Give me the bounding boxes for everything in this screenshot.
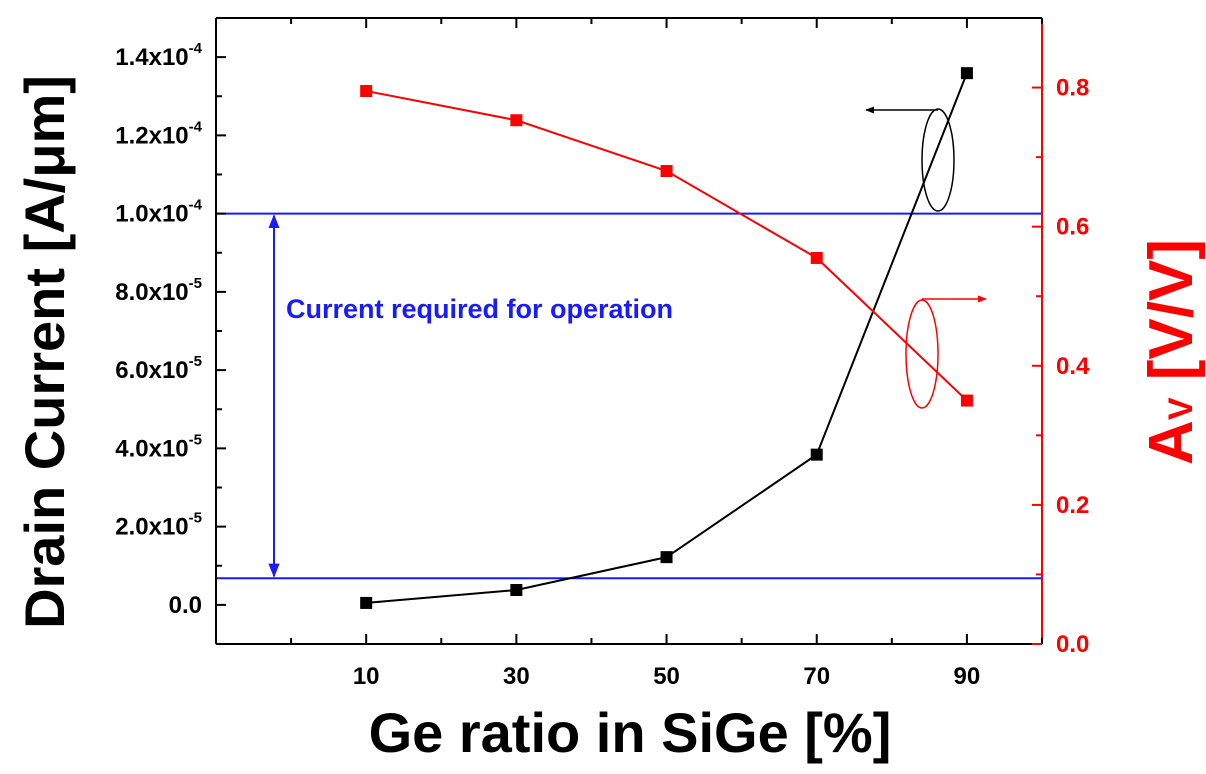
x-tick-label: 50 [653, 663, 680, 690]
right-axis-title: AV [V/V] [1137, 239, 1206, 465]
series-1-point [810, 251, 823, 264]
series-1-point [960, 394, 973, 407]
series-line-1 [365, 90, 968, 402]
left-tick-label: 0.0 [169, 592, 202, 619]
right-axis-title-units: [V/V] [1137, 239, 1206, 397]
series-1-point [510, 114, 523, 127]
x-tick-label: 90 [954, 663, 981, 690]
series-0-point [360, 596, 373, 609]
left-tick-label: 2.0x10-5 [115, 510, 202, 541]
x-tick-label: 30 [503, 663, 530, 690]
right-axis-title-subscript: V [1162, 397, 1200, 420]
right-tick-label: 0.0 [1056, 631, 1089, 658]
x-tick-label: 70 [803, 663, 830, 690]
left-tick-label: 1.0x10-4 [115, 197, 202, 228]
x-tick-label: 10 [353, 663, 380, 690]
series-0-point [810, 448, 823, 461]
left-tick-label: 1.4x10-4 [115, 40, 202, 71]
series-line-0 [366, 72, 968, 604]
left-tick-label: 1.2x10-4 [115, 118, 202, 149]
right-tick-label: 0.8 [1056, 75, 1089, 102]
series-0-point [660, 551, 673, 564]
series-1-point [360, 85, 373, 98]
series-0-point [960, 67, 973, 80]
x-axis-title: Ge ratio in SiGe [%] [369, 701, 892, 764]
left-axis-title: Drain Current [A/μm] [13, 75, 76, 629]
right-tick-label: 0.4 [1056, 353, 1090, 380]
series-0-point [510, 584, 523, 597]
right-axis-title-main: A [1137, 420, 1206, 465]
tick-labels: 10 30 50 70 90 0.0 2.0x10-5 4.0x10-5 6.0x10-5 8.0… [115, 40, 1090, 690]
series-1-point [660, 165, 673, 178]
black-series-indicator-oval [921, 108, 955, 212]
right-tick-label: 0.2 [1056, 492, 1089, 519]
left-tick-label: 6.0x10-5 [115, 353, 202, 384]
annotation-label: Current required for operation [286, 294, 673, 324]
tick-marks [215, 18, 1043, 645]
red-series-indicator-oval [905, 299, 939, 409]
right-tick-label: 0.6 [1056, 214, 1089, 241]
left-tick-label: 4.0x10-5 [115, 431, 202, 462]
data-series [360, 67, 973, 609]
left-tick-label: 8.0x10-5 [115, 275, 202, 306]
